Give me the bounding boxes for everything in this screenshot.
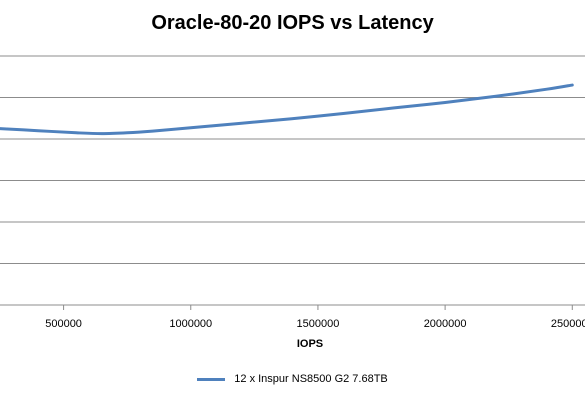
x-tick-label: 500000 (45, 318, 82, 330)
x-tick-label: 1000000 (169, 318, 212, 330)
x-tick-label: 1500000 (297, 318, 340, 330)
x-tick-label: 2000000 (424, 318, 467, 330)
x-axis-title: IOPS (296, 338, 324, 350)
legend: 12 x Inspur NS8500 G2 7.68TB (0, 373, 585, 385)
x-tick-label: 2500000 (551, 318, 585, 330)
legend-swatch (197, 377, 226, 381)
chart-title: Oracle-80-20 IOPS vs Latency (151, 12, 434, 34)
series-line (0, 83, 574, 136)
legend-label: 12 x Inspur NS8500 G2 7.68TB (234, 373, 388, 386)
